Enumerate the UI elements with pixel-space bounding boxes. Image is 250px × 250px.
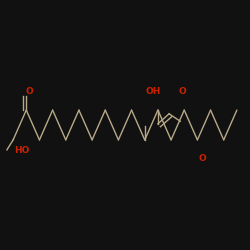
- Text: O: O: [198, 154, 206, 162]
- Text: HO: HO: [14, 146, 30, 155]
- Text: OH: OH: [146, 88, 161, 96]
- Text: O: O: [26, 88, 33, 96]
- Text: O: O: [178, 88, 186, 96]
